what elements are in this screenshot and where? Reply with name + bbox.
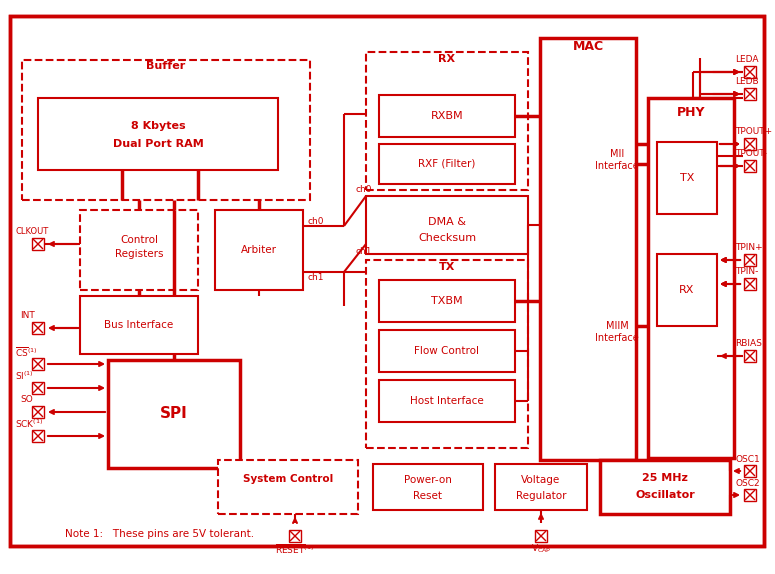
Bar [744,254,756,266]
Bar [744,489,756,501]
Bar [22,60,310,200]
Text: ch0: ch0 [307,218,323,227]
Text: Host Interface: Host Interface [410,396,484,406]
Text: Flow Control: Flow Control [415,346,480,356]
Bar [379,280,515,322]
Bar [108,360,240,468]
Bar [366,260,528,448]
Bar [379,330,515,372]
Text: OSC2: OSC2 [735,479,760,487]
Bar [289,530,301,542]
Bar [366,196,528,254]
Bar [80,296,198,354]
Bar [215,210,303,290]
Bar [744,278,756,290]
Text: Control: Control [120,235,158,245]
Text: Power-on: Power-on [404,475,452,485]
Text: RXF (Filter): RXF (Filter) [418,159,476,169]
Text: TX: TX [680,173,694,183]
Bar [600,460,730,514]
Bar [32,322,44,334]
Bar [535,530,547,542]
Text: ch1: ch1 [355,247,371,257]
Bar [379,144,515,184]
Bar [379,95,515,137]
Text: Registers: Registers [115,249,164,259]
Bar [38,98,278,170]
Text: Buffer: Buffer [146,61,186,71]
Text: INT: INT [20,312,35,320]
Bar [540,38,636,460]
Bar [32,430,44,442]
Text: Interface: Interface [595,161,639,171]
Bar [379,380,515,422]
Text: 25 MHz: 25 MHz [642,473,688,483]
Bar [373,464,483,510]
Text: DMA &: DMA & [428,217,466,227]
Text: MII: MII [610,149,624,159]
Text: $\rm V_{CAP}$: $\rm V_{CAP}$ [531,543,551,555]
Bar [218,460,358,514]
Text: RX: RX [439,54,456,64]
Text: System Control: System Control [243,474,333,484]
Bar [657,142,717,214]
Bar [744,465,756,477]
Text: CLKOUT: CLKOUT [15,227,48,236]
Text: PHY: PHY [677,106,705,118]
Bar [366,52,528,190]
Bar [495,464,587,510]
Text: Dual Port RAM: Dual Port RAM [112,139,203,149]
Text: TPOUT-: TPOUT- [735,149,767,158]
Text: Arbiter: Arbiter [241,245,277,255]
Bar [32,382,44,394]
Text: TX: TX [439,262,455,272]
Text: OSC1: OSC1 [735,455,760,463]
Text: ch1: ch1 [307,273,323,282]
Text: ch0: ch0 [355,184,371,193]
Text: RXBM: RXBM [431,111,463,121]
Text: 8 Kbytes: 8 Kbytes [131,121,185,131]
Text: $\overline{\rm RESET}^{(1)}$: $\overline{\rm RESET}^{(1)}$ [275,542,315,556]
Text: LEDB: LEDB [735,77,759,87]
Text: LEDA: LEDA [735,56,759,64]
Bar [32,406,44,418]
Text: Bus Interface: Bus Interface [105,320,174,330]
Text: SO: SO [20,395,33,405]
Text: Reset: Reset [414,491,443,501]
Text: RBIAS: RBIAS [735,339,762,348]
Text: Voltage: Voltage [522,475,560,485]
Bar [744,66,756,78]
Bar [744,88,756,100]
Text: MIIM: MIIM [605,321,629,331]
Text: TXBM: TXBM [431,296,463,306]
Text: TPIN+: TPIN+ [735,243,763,253]
Text: Interface: Interface [595,333,639,343]
Bar [32,358,44,370]
Text: $\overline{\rm CS}^{(1)}$: $\overline{\rm CS}^{(1)}$ [15,345,37,359]
Text: TPIN-: TPIN- [735,267,759,277]
Bar [32,238,44,250]
Text: Note 1:   These pins are 5V tolerant.: Note 1: These pins are 5V tolerant. [65,529,254,539]
Bar [744,138,756,150]
Bar [744,160,756,172]
Text: MAC: MAC [573,40,604,52]
Bar [657,254,717,326]
Text: Checksum: Checksum [418,233,476,243]
Text: Regulator: Regulator [515,491,567,501]
Bar [80,210,198,290]
Bar [648,98,734,458]
Text: Oscillator: Oscillator [636,490,695,500]
Text: TPOUT+: TPOUT+ [735,127,772,137]
Text: $\rm SI^{(1)}$: $\rm SI^{(1)}$ [15,370,34,382]
Text: SPI: SPI [160,406,188,421]
Text: RX: RX [680,285,694,295]
Text: $\rm SCK^{(1)}$: $\rm SCK^{(1)}$ [15,418,43,430]
Bar [744,350,756,362]
